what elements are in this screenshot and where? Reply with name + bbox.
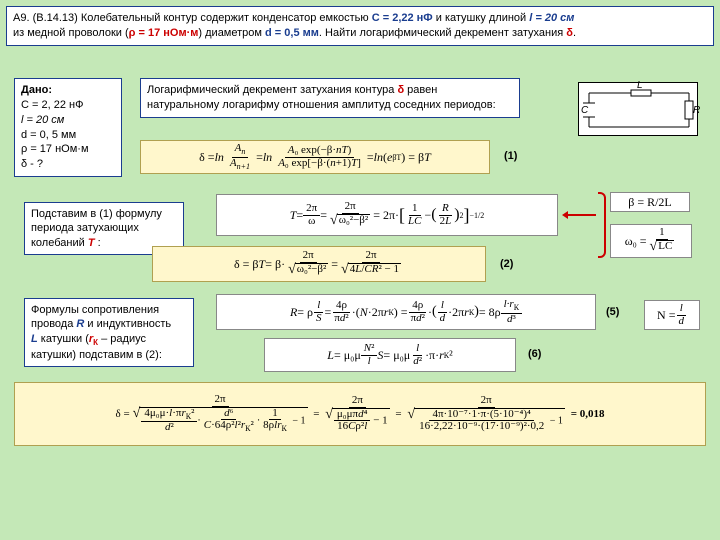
t: : (95, 237, 101, 249)
t: – радиус (98, 333, 146, 345)
circuit-diagram: C L R (578, 82, 698, 136)
label-5: (5) (606, 306, 619, 318)
t: C (581, 105, 588, 116)
side-omega: ω₀ = 1LC (610, 224, 692, 258)
t: δ (566, 27, 573, 39)
t: и индуктивность (84, 318, 171, 330)
desc3-box: Формулы сопротивления провода R и индукт… (24, 298, 194, 367)
formula-2: δ = βT = β·2πω₀²−β² = 2π4L/CR² − 1 (152, 246, 486, 282)
t: катушки) подставим в (2): (31, 349, 162, 361)
t: d = 0, 5 мм (21, 129, 76, 141)
t: колебаний (31, 237, 88, 249)
t: Логарифмический декремент затухания конт… (147, 84, 397, 96)
t: d (675, 316, 687, 328)
t: . (573, 27, 576, 39)
t: L (637, 80, 643, 91)
t: равен (404, 84, 437, 96)
formula-T: T = 2πω = 2πω₀²−β² = 2π·[1LC − (R2L)2]−1… (216, 194, 558, 236)
circuit-svg (579, 83, 699, 137)
t: R (693, 105, 700, 116)
t: l = 20 см (21, 114, 64, 126)
t: и катушку длиной (433, 12, 530, 24)
label-6: (6) (528, 348, 541, 360)
t: Подставим в (1) формулу (31, 208, 162, 220)
t: Дано: (21, 84, 52, 96)
side-N: N = ld (644, 300, 700, 330)
arrow-icon (564, 214, 596, 216)
t: ρ = 17 нОм·м (21, 143, 89, 155)
label-1: (1) (504, 150, 517, 162)
t: β = R/2L (628, 195, 672, 210)
t: d = 0,5 мм (265, 27, 319, 39)
formula-L: L = μ₀μN²lS = μ₀μld²·π·rК² (264, 338, 516, 372)
formula-1: δ = ln AnAn+1 = ln A₀ exp(−β·nT)A₀ exp[−… (140, 140, 490, 174)
t: 1 (656, 227, 668, 240)
t: ) диаметром (198, 27, 265, 39)
t: А9. (В.14.13) Колебательный контур содер… (13, 12, 372, 24)
t: ω₀ = (625, 234, 647, 249)
t: . Найти логарифмический декремент затуха… (319, 27, 566, 39)
t: L (31, 333, 38, 345)
formula-final: δ = 2π4μ₀μ·l·πrК²d²·d⁶C·64ρ²l²rК²·18ρlrК… (14, 382, 706, 446)
t: l (677, 303, 686, 316)
t: Формулы сопротивления (31, 304, 159, 316)
result: = 0,018 (571, 408, 605, 420)
t: δ - ? (21, 158, 43, 170)
t: натуральному логарифму отношения амплиту… (147, 99, 496, 111)
t: С = 2,22 нФ (372, 12, 433, 24)
t: провода (31, 318, 76, 330)
t: N = (657, 308, 675, 323)
desc1-box: Логарифмический декремент затухания конт… (140, 78, 520, 118)
t: катушки ( (38, 333, 89, 345)
problem-box: А9. (В.14.13) Колебательный контур содер… (6, 6, 714, 46)
brace-icon (598, 192, 606, 258)
t: LC (656, 240, 674, 253)
t: ρ = 17 нОм·м (129, 27, 199, 39)
t: из медной проволоки ( (13, 27, 129, 39)
t: l = 20 см (529, 12, 574, 24)
given-box: Дано: С = 2, 22 нФ l = 20 см d = 0, 5 мм… (14, 78, 122, 177)
t: T (88, 237, 95, 249)
side-beta: β = R/2L (610, 192, 690, 212)
t: С = 2, 22 нФ (21, 99, 83, 111)
t: периода затухающих (31, 222, 139, 234)
label-2: (2) (500, 258, 513, 270)
formula-R: R = ρlS = 4ρπd²·(N·2πrК) = 4ρπd²·(ld·2πr… (216, 294, 596, 330)
